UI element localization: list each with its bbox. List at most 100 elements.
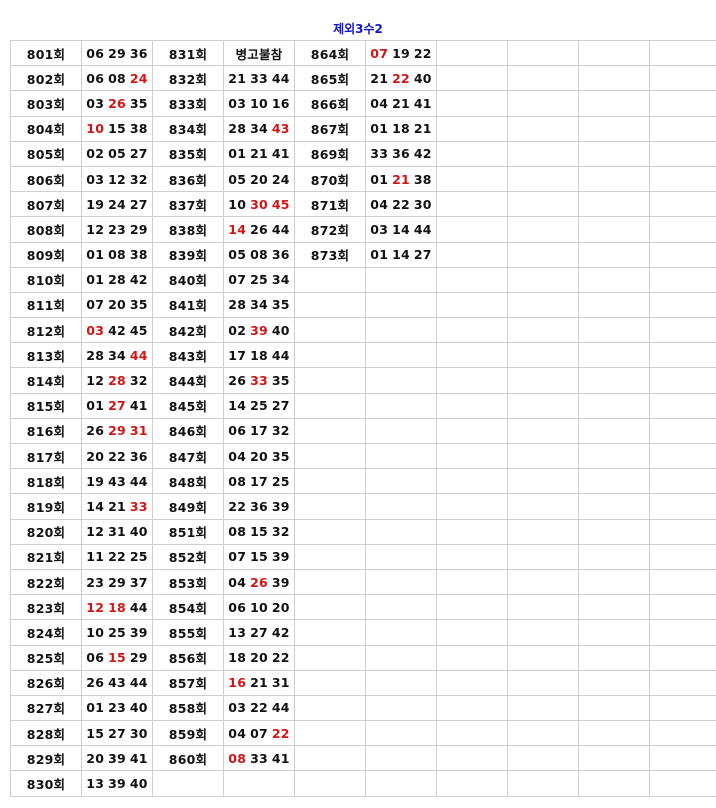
round-cell: 834회 <box>152 115 224 142</box>
number: 35 <box>129 297 148 313</box>
number: 01 <box>86 272 105 288</box>
numbers-cell: 03 42 45 <box>81 317 153 344</box>
round-cell: 831회 <box>152 39 224 67</box>
number: 25 <box>129 549 148 565</box>
numbers-cell <box>649 644 716 671</box>
number: 01 <box>86 398 105 414</box>
round-cell <box>436 568 508 596</box>
number: 04 <box>370 95 389 111</box>
numbers-cell <box>223 770 295 797</box>
round-cell: 830회 <box>10 770 82 797</box>
numbers-cell: 03 22 44 <box>223 694 295 722</box>
round-cell <box>436 543 508 570</box>
number: 20 <box>250 448 268 464</box>
highlighted-number: 43 <box>271 121 290 137</box>
round-label: 811회 <box>26 298 66 314</box>
number: 18 <box>250 347 268 363</box>
round-label: 857회 <box>168 676 208 692</box>
number: 39 <box>108 776 126 792</box>
round-cell <box>436 644 508 671</box>
round-label: 822회 <box>26 575 66 591</box>
number: 34 <box>250 297 268 313</box>
round-label: 805회 <box>26 147 66 163</box>
round-cell: 853회 <box>152 568 224 596</box>
highlighted-number: 30 <box>250 196 268 212</box>
numbers-cell <box>507 745 579 772</box>
numbers-cell <box>507 493 579 520</box>
round-cell <box>436 493 508 520</box>
highlighted-number: 39 <box>250 322 268 338</box>
round-label: 856회 <box>168 651 208 667</box>
number: 17 <box>250 423 268 439</box>
number: 25 <box>250 398 268 414</box>
round-label: 831회 <box>168 46 208 62</box>
round-label: 841회 <box>168 298 208 314</box>
number: 27 <box>250 624 268 640</box>
table-row: 809회 01 08 38 839회 05 08 36 873회 01 14 27 <box>10 241 716 268</box>
round-label: 809회 <box>26 248 66 264</box>
number: 40 <box>413 70 432 86</box>
numbers-cell: 16 21 31 <box>223 669 295 696</box>
round-label: 872회 <box>310 222 350 238</box>
number: 10 <box>250 599 268 615</box>
number: 41 <box>129 750 148 766</box>
number: 17 <box>250 473 268 489</box>
round-cell <box>436 317 508 344</box>
round-cell <box>294 468 366 495</box>
round-cell: 805회 <box>10 140 82 167</box>
round-label: 849회 <box>168 499 208 515</box>
number: 08 <box>228 524 247 540</box>
round-cell: 859회 <box>152 720 224 747</box>
round-cell <box>578 367 650 394</box>
numbers-cell <box>365 266 437 293</box>
number: 19 <box>392 45 410 61</box>
table-row: 806회 03 12 32 836회 05 20 24 870회 01 21 38 <box>10 165 716 193</box>
round-cell: 873회 <box>294 241 366 268</box>
numbers-cell: 22 36 39 <box>223 493 295 520</box>
numbers-cell: 26 43 44 <box>81 669 153 696</box>
round-cell <box>436 417 508 445</box>
numbers-cell: 06 29 36 <box>81 39 153 67</box>
number: 30 <box>129 725 148 741</box>
round-label: 873회 <box>310 248 350 264</box>
number: 20 <box>271 599 290 615</box>
number: 04 <box>228 725 247 741</box>
numbers-cell: 03 14 44 <box>365 216 437 243</box>
highlighted-number: 26 <box>250 574 268 590</box>
number: 10 <box>86 624 105 640</box>
number: 32 <box>129 373 148 389</box>
number: 27 <box>129 196 148 212</box>
round-cell: 854회 <box>152 594 224 621</box>
numbers-cell: 02 39 40 <box>223 317 295 344</box>
number: 04 <box>228 448 247 464</box>
numbers-cell: 14 26 44 <box>223 216 295 243</box>
numbers-cell: 06 17 32 <box>223 417 295 445</box>
number: 42 <box>129 272 148 288</box>
table-row: 808회 12 23 29 838회 14 26 44 872회 03 14 44 <box>10 216 716 243</box>
number: 13 <box>86 776 105 792</box>
round-cell <box>578 90 650 117</box>
numbers-cell <box>507 191 579 218</box>
round-label: 832회 <box>168 71 208 87</box>
numbers-cell <box>365 417 437 445</box>
round-label: 834회 <box>168 122 208 138</box>
table-row: 814회 12 28 32 844회 26 33 35 <box>10 367 716 394</box>
number: 41 <box>271 750 290 766</box>
numbers-cell: 12 28 32 <box>81 367 153 394</box>
numbers-cell <box>649 694 716 722</box>
round-cell: 849회 <box>152 493 224 520</box>
number: 20 <box>250 650 268 666</box>
round-cell <box>436 165 508 193</box>
numbers-cell <box>365 568 437 596</box>
highlighted-number: 22 <box>271 725 290 741</box>
round-cell <box>152 770 224 797</box>
number: 04 <box>228 574 247 590</box>
number: 25 <box>108 624 126 640</box>
numbers-cell <box>649 745 716 772</box>
round-label: 810회 <box>26 273 66 289</box>
round-cell <box>578 619 650 646</box>
numbers-cell <box>649 442 716 470</box>
numbers-cell <box>507 241 579 268</box>
round-cell: 860회 <box>152 745 224 772</box>
number: 27 <box>271 398 290 414</box>
